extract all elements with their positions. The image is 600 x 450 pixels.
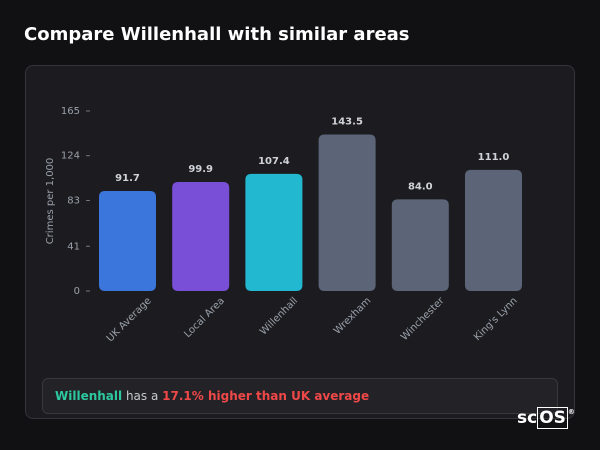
bar [245, 173, 303, 291]
summary-note: Willenhall has a 17.1% higher than UK av… [42, 378, 558, 414]
value-label: 99.9 [188, 164, 213, 175]
bar [391, 199, 449, 291]
note-text: has a [125, 389, 159, 403]
value-label: 91.7 [115, 173, 140, 184]
logo-mark: ® [567, 408, 575, 416]
value-label: 107.4 [258, 156, 290, 167]
x-tick-label: Willenhall [258, 295, 300, 337]
x-tick-label: UK Average [105, 295, 154, 344]
bar [318, 134, 376, 291]
value-label: 84.0 [408, 181, 433, 192]
bar [465, 169, 522, 291]
bar [172, 182, 230, 291]
y-axis-label: Crimes per 1,000 [45, 158, 56, 245]
logo-box: OS [537, 407, 568, 429]
logo-text: sc [517, 408, 538, 428]
logo: sc OS ® [517, 407, 575, 429]
y-tick-label: 83 [67, 195, 80, 206]
value-label: 143.5 [331, 116, 363, 127]
x-tick-label: King's Lynn [472, 295, 520, 343]
y-tick-label: 0 [74, 286, 80, 297]
note-area: Willenhall [55, 389, 123, 403]
y-tick-label: 124 [61, 151, 80, 162]
x-tick-label: Wrexham [332, 295, 373, 336]
y-tick-label: 41 [67, 241, 80, 252]
value-label: 111.0 [478, 152, 510, 163]
x-tick-label: Winchester [399, 295, 447, 343]
note-highlight: 17.1% higher than UK average [162, 389, 370, 403]
x-tick-label: Local Area [182, 295, 227, 340]
y-tick-label: 165 [61, 106, 80, 117]
bar [99, 190, 156, 291]
page-title: Compare Willenhall with similar areas [24, 24, 410, 45]
